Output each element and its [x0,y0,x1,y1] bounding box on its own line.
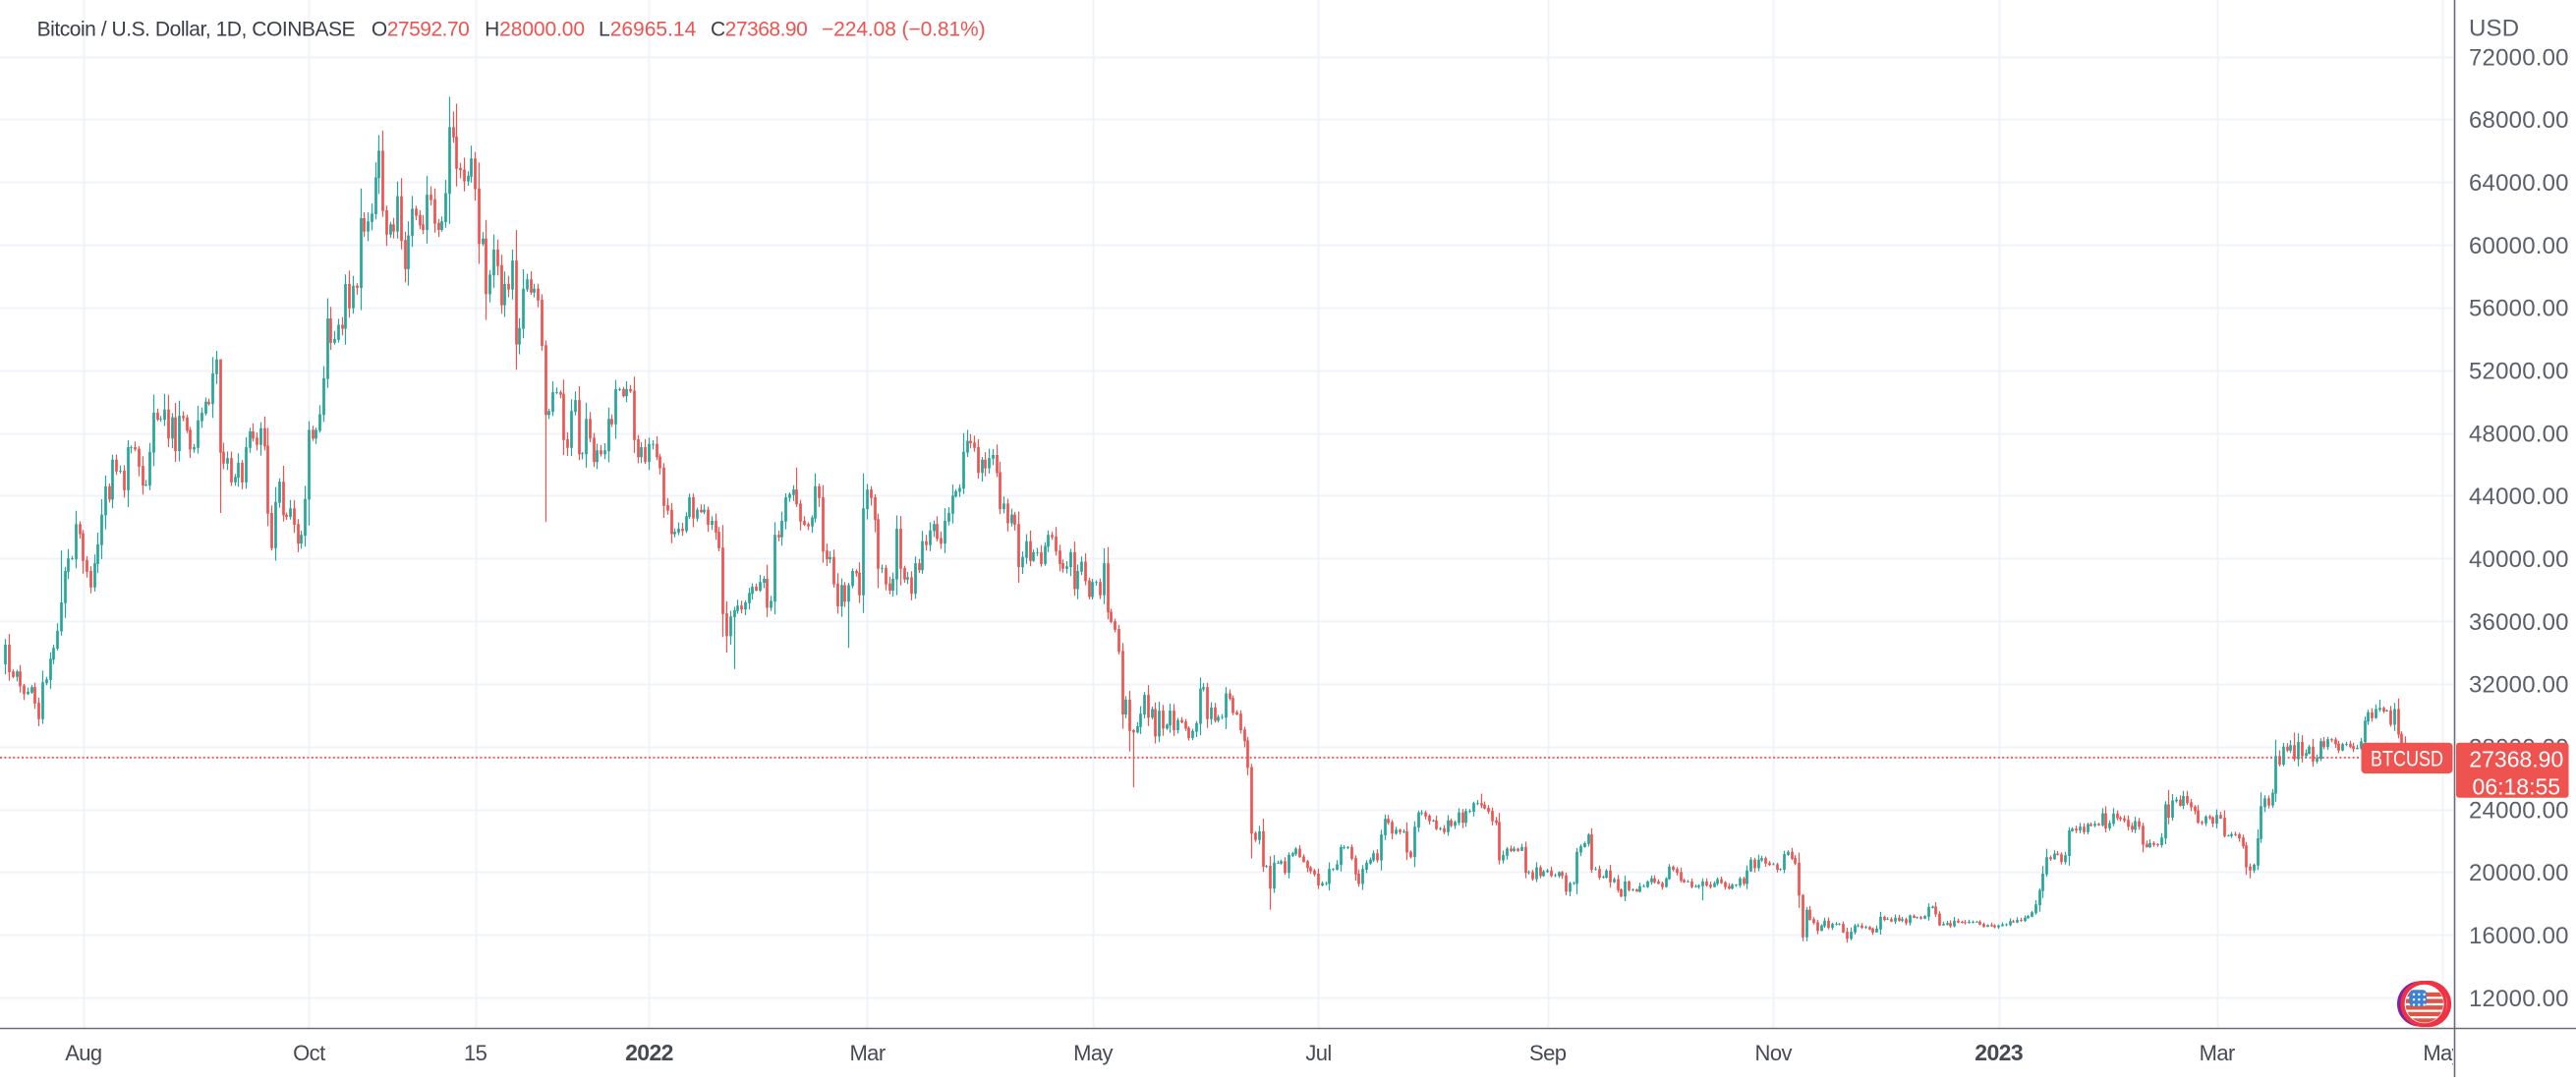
svg-text:Nov: Nov [1755,1041,1793,1065]
svg-text:56000.00: 56000.00 [2469,296,2569,322]
svg-text:BTCUSD: BTCUSD [2371,746,2443,770]
svg-text:40000.00: 40000.00 [2469,546,2569,573]
svg-text:68000.00: 68000.00 [2469,107,2569,134]
svg-text:2022: 2022 [625,1040,673,1065]
svg-text:May: May [1073,1041,1113,1065]
svg-text:24000.00: 24000.00 [2469,797,2569,824]
svg-text:O27592.70: O27592.70 [372,19,469,41]
svg-text:−224.08 (−0.81%): −224.08 (−0.81%) [822,19,986,41]
svg-text:Mar: Mar [2200,1041,2235,1065]
svg-text:72000.00: 72000.00 [2469,44,2569,71]
svg-text:L26965.14: L26965.14 [599,19,697,41]
svg-text:USD: USD [2469,16,2519,42]
svg-text:H28000.00: H28000.00 [485,19,585,41]
svg-text:48000.00: 48000.00 [2469,421,2569,447]
svg-text:15: 15 [464,1041,487,1065]
svg-text:Mar: Mar [849,1041,885,1065]
svg-text:20000.00: 20000.00 [2469,860,2569,886]
svg-text:06:18:55: 06:18:55 [2473,773,2561,799]
svg-text:52000.00: 52000.00 [2469,359,2569,385]
svg-text:27368.90: 27368.90 [2469,746,2563,771]
svg-text:May: May [2423,1041,2462,1065]
svg-text:Aug: Aug [65,1041,101,1065]
svg-text:16000.00: 16000.00 [2469,923,2569,949]
svg-text:60000.00: 60000.00 [2469,233,2569,259]
svg-text:Bitcoin / U.S. Dollar, 1D, COI: Bitcoin / U.S. Dollar, 1D, COINBASE [37,19,356,41]
svg-text:2023: 2023 [1975,1040,2023,1065]
svg-text:64000.00: 64000.00 [2469,170,2569,197]
svg-text:Sep: Sep [1529,1041,1567,1065]
svg-text:44000.00: 44000.00 [2469,484,2569,510]
svg-text:12000.00: 12000.00 [2469,986,2569,1012]
svg-text:36000.00: 36000.00 [2469,609,2569,636]
svg-text:Jul: Jul [1305,1041,1331,1065]
svg-text:32000.00: 32000.00 [2469,672,2569,699]
svg-text:C27368.90: C27368.90 [711,19,807,41]
svg-text:Oct: Oct [293,1041,325,1065]
